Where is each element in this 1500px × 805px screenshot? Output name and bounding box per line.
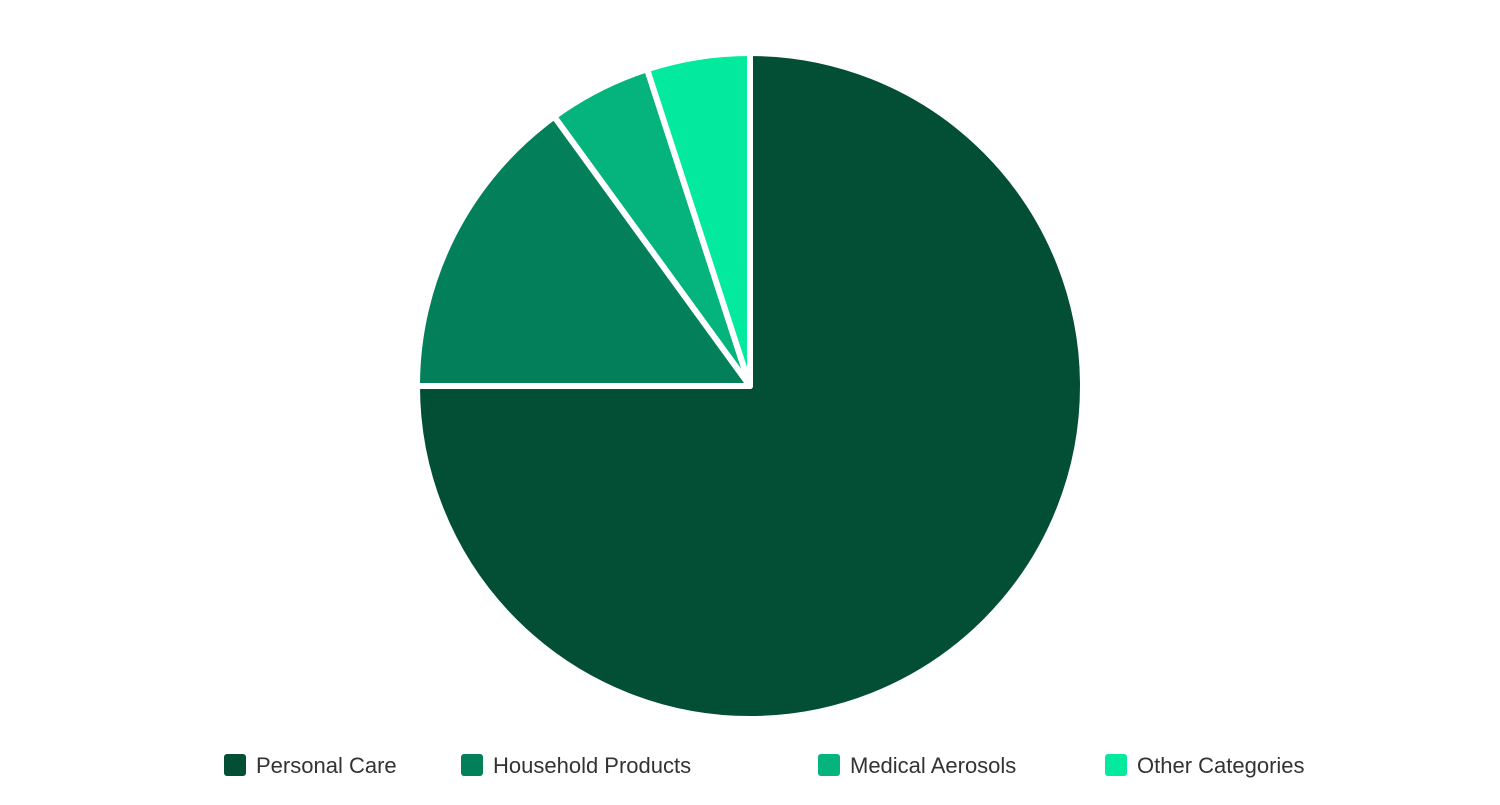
pie-slice-household-products bbox=[414, 113, 753, 389]
legend-label: Household Products bbox=[493, 753, 691, 778]
legend-swatch bbox=[1105, 754, 1127, 776]
legend-swatch bbox=[818, 754, 840, 776]
pie-slice-other-categories bbox=[644, 50, 753, 389]
legend-label: Other Categories bbox=[1137, 753, 1305, 778]
legend-item-medical-aerosols: Medical Aerosols bbox=[818, 753, 1016, 778]
legend-label: Personal Care bbox=[256, 753, 397, 778]
legend-swatch bbox=[224, 754, 246, 776]
legend-label: Medical Aerosols bbox=[850, 753, 1016, 778]
chart-legend: Personal Care Household Products Medical A… bbox=[224, 753, 1305, 778]
legend-item-other-categories: Other Categories bbox=[1105, 753, 1305, 778]
legend-item-personal-care: Personal Care bbox=[224, 753, 397, 778]
pie-slice-personal-care bbox=[414, 50, 1086, 722]
pie-slices bbox=[414, 50, 1086, 722]
legend-item-household-products: Household Products bbox=[461, 753, 691, 778]
legend-swatch bbox=[461, 754, 483, 776]
